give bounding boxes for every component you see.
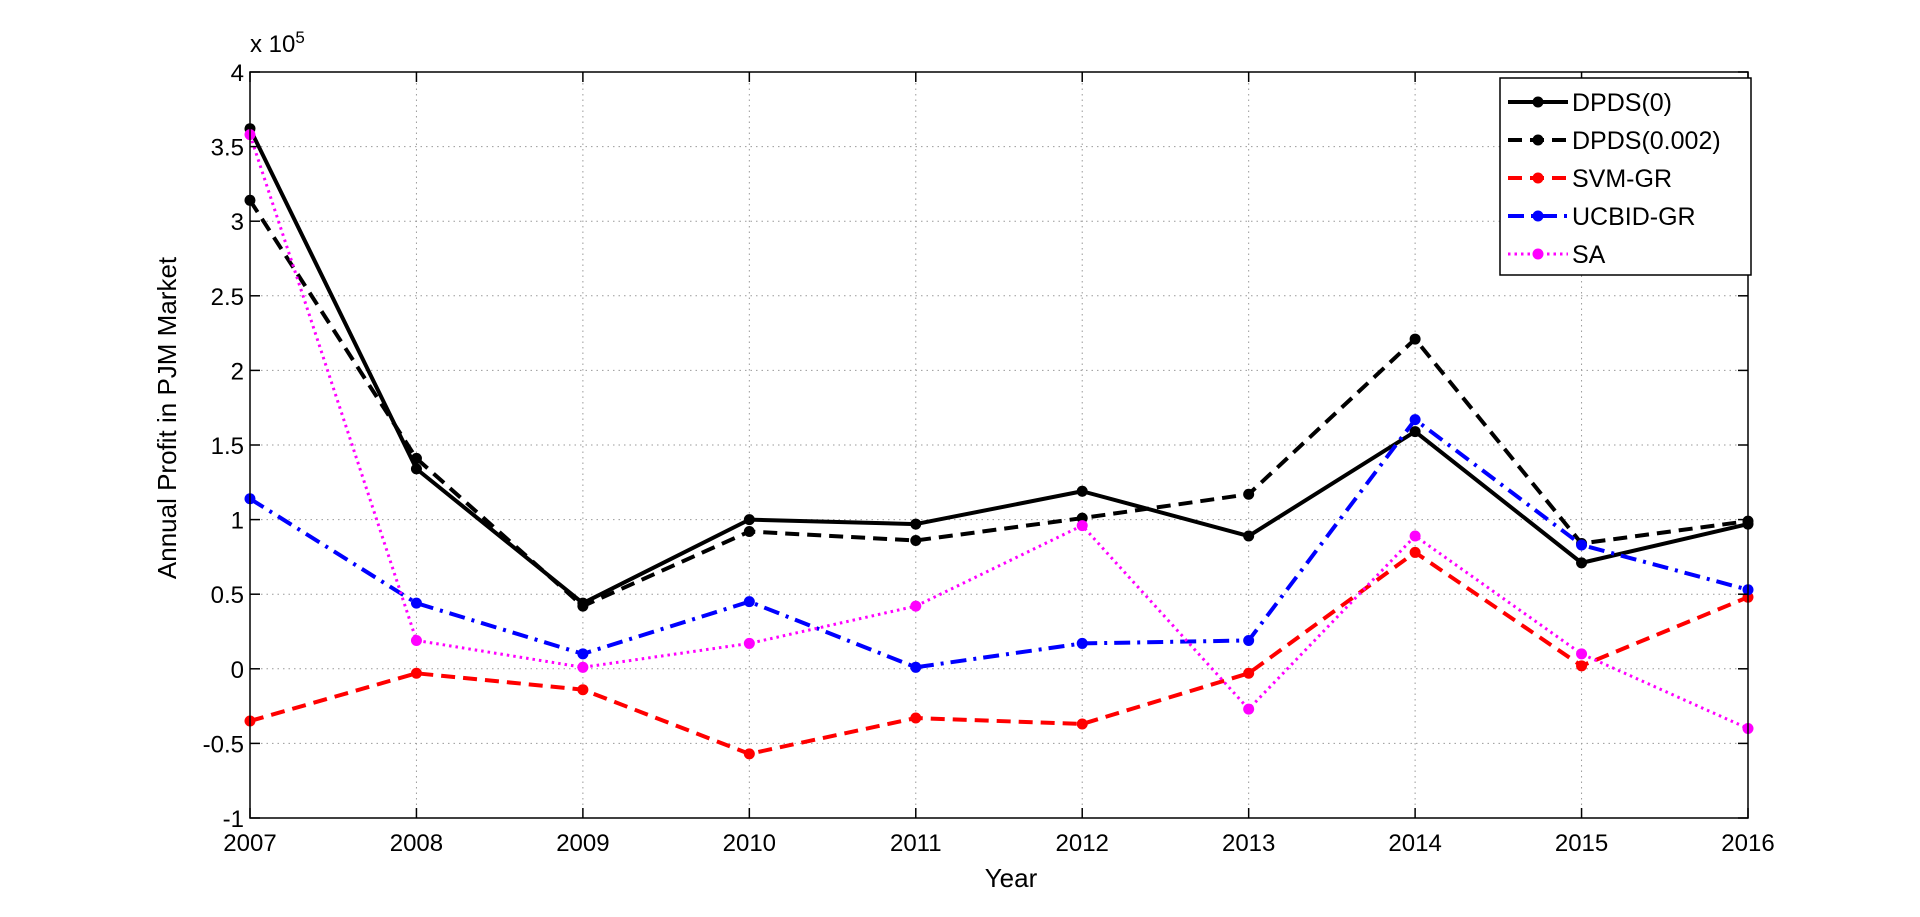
y-tick-label: 3.5 xyxy=(211,135,244,162)
legend-marker xyxy=(1532,248,1544,260)
legend-item: SVM-GR xyxy=(1508,165,1672,193)
data-point xyxy=(1243,634,1255,646)
y-tick-label: 0.5 xyxy=(211,582,244,609)
data-point xyxy=(577,661,589,673)
data-point xyxy=(410,463,422,475)
data-point xyxy=(1409,426,1421,438)
legend-label: UCBID-GR xyxy=(1572,203,1696,231)
data-point xyxy=(1243,667,1255,679)
y-tick-label: 4 xyxy=(231,60,244,87)
data-point xyxy=(410,634,422,646)
series-lines xyxy=(244,123,1754,760)
data-point xyxy=(910,534,922,546)
series-line xyxy=(248,127,1749,606)
legend-item: SA xyxy=(1508,241,1606,269)
data-point xyxy=(410,667,422,679)
data-point xyxy=(1576,648,1588,660)
data-point xyxy=(577,648,589,660)
data-point xyxy=(1576,557,1588,569)
y-tick-label: -0.5 xyxy=(203,731,244,758)
y-tick-label: -1 xyxy=(223,806,244,833)
data-point xyxy=(1243,530,1255,542)
x-tick-label: 2010 xyxy=(723,830,776,857)
data-point xyxy=(1076,637,1088,649)
legend-label: SVM-GR xyxy=(1572,165,1672,193)
data-point xyxy=(910,600,922,612)
y-tick-label: 3 xyxy=(231,209,244,236)
grid-lines xyxy=(250,72,1748,818)
x-tick-label: 2015 xyxy=(1555,830,1608,857)
data-point xyxy=(410,597,422,609)
data-point xyxy=(1409,530,1421,542)
data-point xyxy=(1409,414,1421,426)
x-tick-label: 2011 xyxy=(890,830,942,857)
legend-marker xyxy=(1532,210,1544,222)
x-axis-title: Year xyxy=(985,863,1038,893)
legend: DPDS(0) DPDS(0.002) SVM-GR UCBID-GR SA xyxy=(1499,77,1752,276)
legend-label: DPDS(0.002) xyxy=(1572,127,1721,155)
x-tick-label: 2013 xyxy=(1222,830,1275,857)
data-point xyxy=(1576,539,1588,551)
y-tick-label: 2.5 xyxy=(211,284,244,311)
data-point xyxy=(910,661,922,673)
data-point xyxy=(1076,718,1088,730)
x-tick-label: 2007 xyxy=(223,830,276,857)
legend-marker xyxy=(1532,134,1544,146)
x-tick-label: 2014 xyxy=(1388,830,1441,857)
y-tick-label: 0 xyxy=(231,657,244,684)
x-tick-label: 2009 xyxy=(556,830,609,857)
data-point xyxy=(1243,488,1255,500)
y-exponent-power: 5 xyxy=(295,28,304,47)
data-point xyxy=(1243,703,1255,715)
x-tick-label: 2016 xyxy=(1721,830,1774,857)
y-axis-title: Annual Profit in PJM Market xyxy=(152,256,182,579)
x-tick-label: 2012 xyxy=(1056,830,1109,857)
series-line xyxy=(248,199,1749,609)
data-point xyxy=(910,518,922,530)
y-exponent-label: x 105 xyxy=(250,28,305,58)
data-point xyxy=(1409,333,1421,345)
legend-item: UCBID-GR xyxy=(1508,203,1696,231)
x-tick-label: 2008 xyxy=(390,830,443,857)
legend-label: DPDS(0) xyxy=(1572,89,1672,117)
series-svm-gr xyxy=(244,546,1754,760)
data-point xyxy=(1409,546,1421,558)
data-point xyxy=(1576,660,1588,672)
legend-marker xyxy=(1532,96,1544,108)
series-line xyxy=(249,550,1749,756)
y-tick-label: 1.5 xyxy=(211,433,244,460)
tick-labels: 2007 2008 2009 2010 2011 2012 2013 2014 2015 2016… xyxy=(203,60,1775,857)
data-point xyxy=(743,748,755,760)
data-point xyxy=(743,526,755,538)
y-tick-label: 1 xyxy=(231,508,244,535)
data-point xyxy=(577,684,589,696)
y-tick-label: 2 xyxy=(231,358,244,385)
data-point xyxy=(743,637,755,649)
data-point xyxy=(743,596,755,608)
data-point xyxy=(577,600,589,612)
data-point xyxy=(410,452,422,464)
data-point xyxy=(1076,485,1088,497)
data-point xyxy=(910,712,922,724)
data-point xyxy=(743,514,755,526)
legend-item: DPDS(0) xyxy=(1508,89,1672,117)
legend-item: DPDS(0.002) xyxy=(1508,127,1721,155)
series-line xyxy=(248,134,1749,730)
series-line xyxy=(248,417,1749,670)
legend-marker xyxy=(1532,172,1544,184)
legend-label: SA xyxy=(1572,241,1606,269)
data-point xyxy=(1076,520,1088,532)
